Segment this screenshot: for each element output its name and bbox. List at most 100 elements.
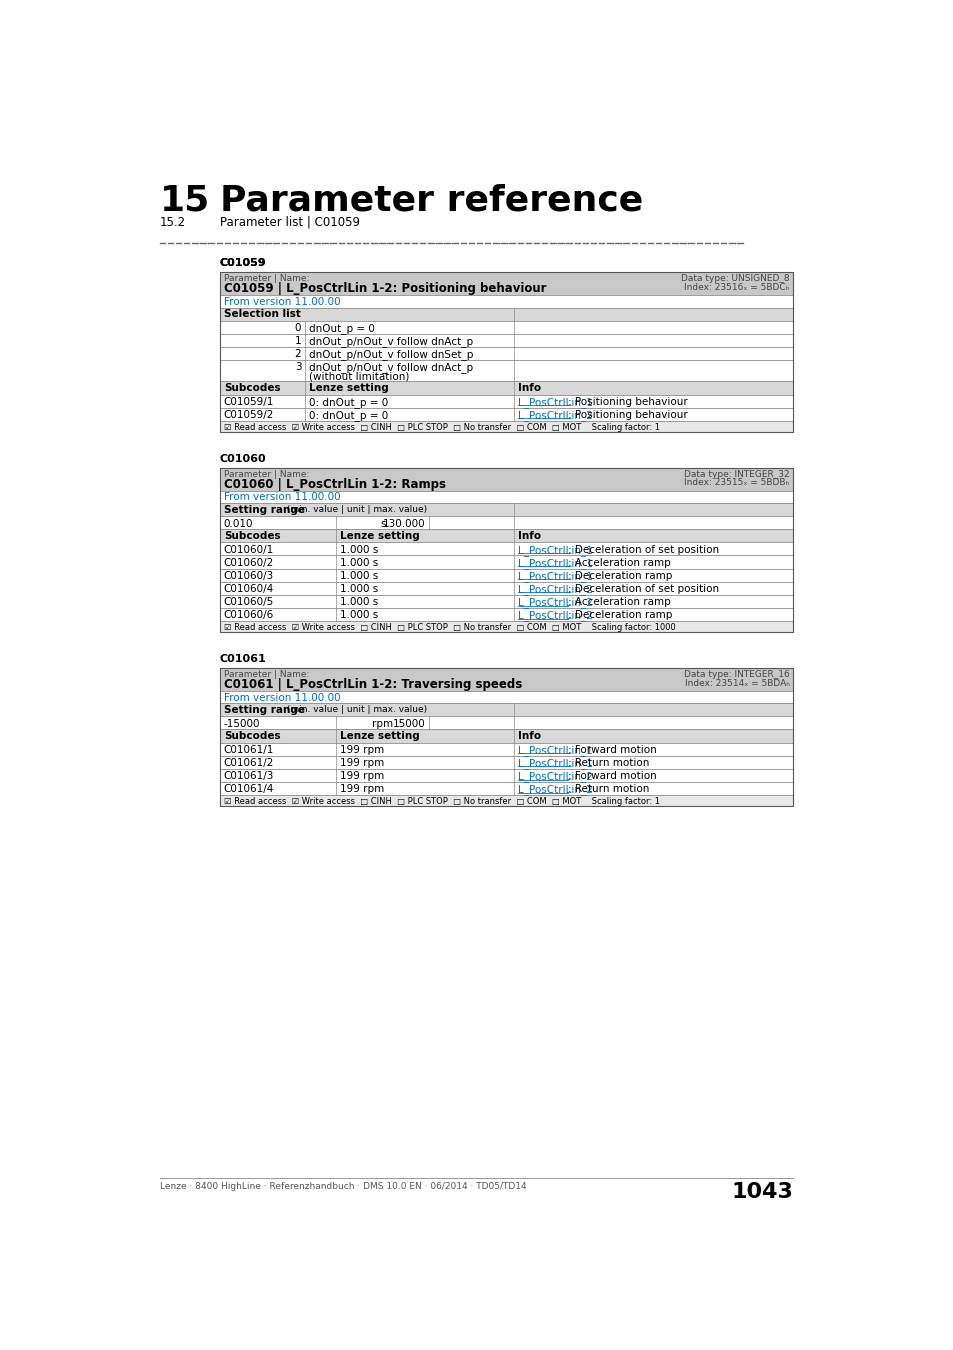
Text: ☑ Read access  ☑ Write access  □ CINH  □ PLC STOP  □ No transfer  □ COM  □ MOT  : ☑ Read access ☑ Write access □ CINH □ PL… xyxy=(224,423,659,432)
Text: C01059 | L_PosCtrlLin 1-2: Positioning behaviour: C01059 | L_PosCtrlLin 1-2: Positioning b… xyxy=(224,282,546,296)
Bar xyxy=(220,729,793,742)
Text: From version 11.00.00: From version 11.00.00 xyxy=(224,693,340,702)
Text: : Return motion: : Return motion xyxy=(567,757,648,768)
Bar xyxy=(220,408,793,421)
Bar xyxy=(220,467,793,632)
Bar xyxy=(220,529,793,543)
Text: Subcodes: Subcodes xyxy=(224,383,280,393)
Text: Info: Info xyxy=(517,531,541,541)
Text: C01060: C01060 xyxy=(220,454,266,464)
Text: C01061/3: C01061/3 xyxy=(224,771,274,782)
Bar xyxy=(220,582,793,595)
Bar xyxy=(220,491,793,504)
Text: dnOut_p/nOut_v follow dnAct_p: dnOut_p/nOut_v follow dnAct_p xyxy=(309,336,473,347)
Bar xyxy=(220,703,793,717)
Text: dnOut_p = 0: dnOut_p = 0 xyxy=(309,323,375,333)
Text: Setting range: Setting range xyxy=(224,705,305,716)
Text: 1.000 s: 1.000 s xyxy=(340,610,378,620)
Text: 1043: 1043 xyxy=(731,1183,793,1203)
Bar xyxy=(220,421,793,432)
Text: 1.000 s: 1.000 s xyxy=(340,597,378,608)
Text: -15000: -15000 xyxy=(224,718,260,729)
Bar xyxy=(220,717,793,729)
Text: (without limitation): (without limitation) xyxy=(309,371,409,382)
Text: L_PosCtrlLin_1: L_PosCtrlLin_1 xyxy=(517,397,593,408)
Bar xyxy=(220,360,793,382)
Text: : Positioning behaviour: : Positioning behaviour xyxy=(567,397,687,406)
Text: : Forward motion: : Forward motion xyxy=(567,745,656,755)
Text: Data type: INTEGER_16: Data type: INTEGER_16 xyxy=(683,670,789,679)
Text: L_PosCtrlLin_2: L_PosCtrlLin_2 xyxy=(517,784,593,795)
Text: Data type: INTEGER_32: Data type: INTEGER_32 xyxy=(683,470,789,479)
Text: Parameter reference: Parameter reference xyxy=(220,184,642,217)
Bar xyxy=(220,756,793,768)
Text: 1.000 s: 1.000 s xyxy=(340,544,378,555)
Text: C01059: C01059 xyxy=(220,258,266,269)
Text: ☑ Read access  ☑ Write access  □ CINH  □ PLC STOP  □ No transfer  □ COM  □ MOT  : ☑ Read access ☑ Write access □ CINH □ PL… xyxy=(224,624,675,632)
Text: C01061 | L_PosCtrlLin 1-2: Traversing speeds: C01061 | L_PosCtrlLin 1-2: Traversing sp… xyxy=(224,678,521,691)
Text: From version 11.00.00: From version 11.00.00 xyxy=(224,493,340,502)
Text: L_PosCtrlLin_2: L_PosCtrlLin_2 xyxy=(517,585,593,595)
Text: Setting range: Setting range xyxy=(224,505,305,514)
Text: 199 rpm: 199 rpm xyxy=(340,745,384,755)
Text: dnOut_p/nOut_v follow dnAct_p: dnOut_p/nOut_v follow dnAct_p xyxy=(309,362,473,373)
Text: 2: 2 xyxy=(294,350,301,359)
Text: Info: Info xyxy=(517,383,541,393)
Text: 1.000 s: 1.000 s xyxy=(340,571,378,580)
Text: Subcodes: Subcodes xyxy=(224,732,280,741)
Text: C01061/2: C01061/2 xyxy=(224,757,274,768)
Text: ☑ Read access  ☑ Write access  □ CINH  □ PLC STOP  □ No transfer  □ COM  □ MOT  : ☑ Read access ☑ Write access □ CINH □ PL… xyxy=(224,798,659,806)
Bar xyxy=(220,795,793,806)
Text: C01060/2: C01060/2 xyxy=(224,558,274,568)
Text: : Return motion: : Return motion xyxy=(567,784,648,794)
Text: 1.000 s: 1.000 s xyxy=(340,585,378,594)
Text: 199 rpm: 199 rpm xyxy=(340,784,384,794)
Text: C01060/6: C01060/6 xyxy=(224,610,274,620)
Text: Lenze setting: Lenze setting xyxy=(340,531,419,541)
Text: L_PosCtrlLin_1: L_PosCtrlLin_1 xyxy=(517,558,593,568)
Text: 0.010: 0.010 xyxy=(224,518,253,528)
Text: C01061/1: C01061/1 xyxy=(224,745,274,755)
Text: C01061: C01061 xyxy=(220,653,267,664)
Text: Lenze setting: Lenze setting xyxy=(340,732,419,741)
Bar xyxy=(220,543,793,555)
Text: rpm: rpm xyxy=(372,718,393,729)
Text: L_PosCtrlLin_2: L_PosCtrlLin_2 xyxy=(517,597,593,608)
Text: Parameter | Name:: Parameter | Name: xyxy=(224,470,309,479)
Text: C01060/3: C01060/3 xyxy=(224,571,274,580)
Text: 1.000 s: 1.000 s xyxy=(340,558,378,568)
Text: : Deceleration ramp: : Deceleration ramp xyxy=(567,610,672,620)
Text: C01061/4: C01061/4 xyxy=(224,784,274,794)
Text: Index: 23515ₓ = 5BDBₕ: Index: 23515ₓ = 5BDBₕ xyxy=(684,478,789,487)
Text: C01059: C01059 xyxy=(220,258,266,269)
Text: C01060/1: C01060/1 xyxy=(224,544,274,555)
Text: 0: 0 xyxy=(294,323,301,333)
Bar xyxy=(220,516,793,529)
Text: 15: 15 xyxy=(159,184,210,217)
Text: Parameter | Name:: Parameter | Name: xyxy=(224,670,309,679)
Bar xyxy=(220,595,793,608)
Text: : Acceleration ramp: : Acceleration ramp xyxy=(567,558,670,568)
Bar xyxy=(220,308,793,320)
Text: Parameter | Name:: Parameter | Name: xyxy=(224,274,309,284)
Bar xyxy=(220,743,793,756)
Text: 15000: 15000 xyxy=(393,718,425,729)
Text: L_PosCtrlLin_1: L_PosCtrlLin_1 xyxy=(517,745,593,756)
Text: L_PosCtrlLin_1: L_PosCtrlLin_1 xyxy=(517,757,593,769)
Text: Lenze · 8400 HighLine · Referenzhandbuch · DMS 10.0 EN · 06/2014 · TD05/TD14: Lenze · 8400 HighLine · Referenzhandbuch… xyxy=(159,1183,526,1191)
Text: C01060/4: C01060/4 xyxy=(224,585,274,594)
Bar xyxy=(220,273,793,296)
Text: Parameter list | C01059: Parameter list | C01059 xyxy=(220,216,359,230)
Bar xyxy=(220,621,793,632)
Text: 15.2: 15.2 xyxy=(159,216,186,230)
Text: C01059/1: C01059/1 xyxy=(224,397,274,406)
Text: L_PosCtrlLin_1: L_PosCtrlLin_1 xyxy=(517,571,593,582)
Text: Info: Info xyxy=(517,732,541,741)
Bar xyxy=(220,668,793,691)
Text: Index: 23516ₓ = 5BDCₕ: Index: 23516ₓ = 5BDCₕ xyxy=(683,284,789,292)
Bar xyxy=(220,668,793,806)
Text: 0: dnOut_p = 0: 0: dnOut_p = 0 xyxy=(309,397,388,408)
Text: L_PosCtrlLin_2: L_PosCtrlLin_2 xyxy=(517,410,593,421)
Text: Data type: UNSIGNED_8: Data type: UNSIGNED_8 xyxy=(680,274,789,284)
Text: 1: 1 xyxy=(294,336,301,346)
